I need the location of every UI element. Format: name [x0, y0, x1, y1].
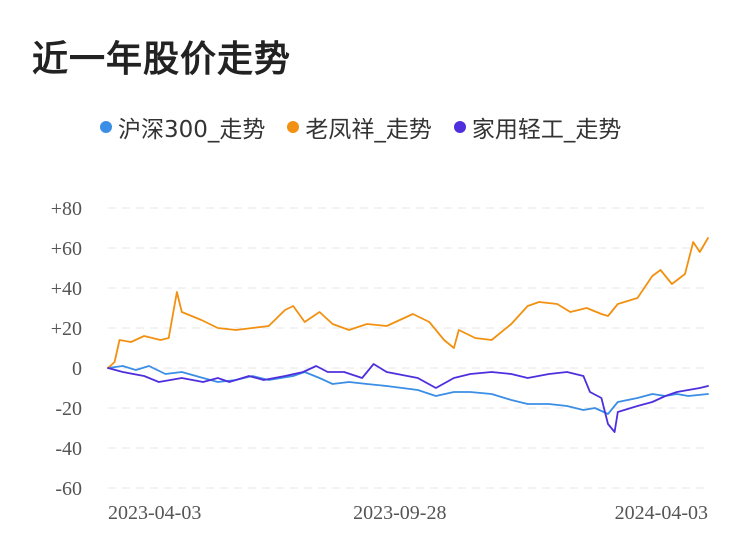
legend-label-laofengxiang: 老凤祥_走势	[305, 117, 432, 143]
legend-item-household[interactable]: 家用轻工_走势	[453, 110, 622, 144]
chart-legend: 沪深300_走势 老凤祥_走势 家用轻工_走势	[100, 110, 621, 144]
y-tick-label: -40	[55, 438, 82, 460]
y-axis-ticks: +80 +60 +40 +20 0 -20 -40 -60	[51, 198, 82, 500]
series-line-laofengxiang	[107, 237, 709, 369]
y-tick-label: -20	[55, 398, 82, 420]
series-line-household	[107, 363, 709, 433]
series-lines	[107, 237, 709, 433]
x-tick-label: 2023-04-03	[108, 502, 201, 524]
legend-label-household: 家用轻工_走势	[471, 117, 622, 143]
legend-item-laofengxiang[interactable]: 老凤祥_走势	[287, 110, 432, 144]
y-tick-label: 0	[72, 358, 82, 380]
series-line-hs300	[107, 365, 709, 415]
legend-label-hs300: 沪深300_走势	[118, 117, 266, 143]
y-tick-label: +80	[51, 198, 82, 220]
x-axis-ticks: 2023-04-03 2023-09-28 2024-04-03	[108, 502, 708, 524]
legend-dot-laofengxiang	[287, 121, 300, 133]
y-tick-label: +20	[51, 318, 82, 340]
legend-item-hs300[interactable]: 沪深300_走势	[100, 110, 265, 144]
x-tick-label: 2024-04-03	[615, 502, 708, 524]
x-tick-label: 2023-09-28	[353, 502, 446, 524]
y-tick-label: +60	[51, 238, 82, 260]
y-tick-label: +40	[51, 278, 82, 300]
y-tick-label: -60	[55, 478, 82, 500]
legend-dot-household	[453, 121, 466, 133]
legend-dot-hs300	[100, 121, 112, 133]
chart-title: 近一年股价走势	[32, 39, 292, 80]
gridlines	[108, 207, 708, 489]
